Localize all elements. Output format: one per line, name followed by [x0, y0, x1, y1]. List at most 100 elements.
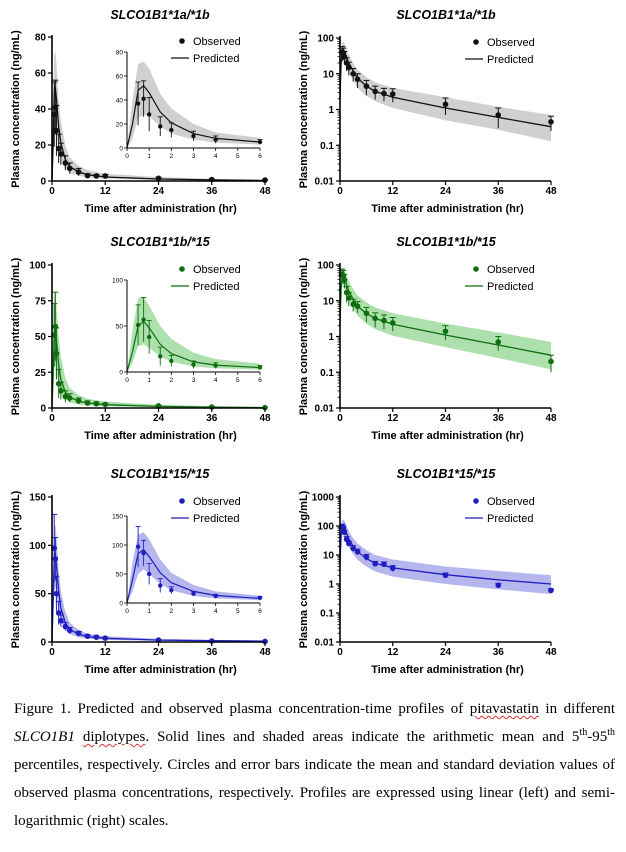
y-tick-label: 100	[29, 541, 46, 552]
observed-point	[495, 339, 502, 345]
observed-point	[548, 119, 554, 125]
figure-caption: Figure 1. Predicted and observed plasma …	[14, 695, 615, 835]
prediction-band	[340, 519, 551, 595]
observed-point	[75, 169, 82, 175]
x-tick-label: 12	[387, 413, 399, 424]
observed-point	[52, 323, 59, 330]
chart-title: SLCO1B1*1b/*15	[110, 235, 210, 249]
caption-text: -95	[587, 729, 608, 745]
y-tick-label: 10	[323, 69, 335, 80]
inset-x-tick-label: 3	[192, 153, 196, 160]
x-tick-label: 12	[100, 413, 112, 424]
y-tick-label: 0.01	[315, 638, 335, 649]
observed-point	[345, 540, 352, 547]
y-tick-label: 0	[40, 638, 46, 649]
inset-y-tick-label: 0	[119, 145, 123, 152]
observed-point	[155, 175, 162, 182]
x-tick-label: 36	[206, 413, 218, 424]
chart-title: SLCO1B1*1a/*1b	[110, 8, 210, 22]
inset-y-tick-label: 20	[116, 121, 124, 128]
inset-x-tick-label: 6	[258, 608, 262, 615]
inset-x-tick-label: 4	[214, 377, 218, 384]
inset-observed-point	[146, 334, 152, 340]
inset-x-tick-label: 3	[192, 608, 196, 615]
y-tick-label: 100	[317, 522, 334, 533]
legend-observed-marker	[473, 39, 479, 45]
observed-point	[52, 556, 59, 562]
inset-observed-point	[257, 139, 263, 145]
chart-panel: 0 12 24 36 48 0.01 0.1 1 10 100 1000 SLCO1B1*15/*15…	[298, 467, 557, 676]
observed-point	[363, 554, 370, 560]
observed-point	[66, 165, 73, 172]
inset-x-tick-label: 6	[258, 377, 262, 384]
observed-point	[495, 582, 502, 589]
observed-point	[350, 70, 356, 77]
legend-observed-label: Observed	[193, 264, 241, 276]
inset-x-tick-label: 4	[214, 153, 218, 160]
observed-point	[354, 76, 361, 83]
inset-x-tick-label: 3	[192, 377, 196, 384]
observed-point	[75, 630, 82, 637]
y-tick-label: 100	[317, 34, 334, 45]
inset-chart: 0 1 2 3 4 5 6 0 50 100	[112, 277, 263, 384]
legend-predicted-label: Predicted	[193, 513, 239, 525]
caption-superscript: th	[579, 727, 588, 738]
y-tick-label: 0.1	[320, 609, 334, 620]
y-tick-label: 100	[317, 261, 334, 272]
x-tick-label: 48	[545, 647, 557, 658]
inset-observed-point	[213, 137, 218, 142]
caption-gene-name: SLCO1B1	[14, 729, 75, 745]
x-axis-label: Time after administration (hr)	[371, 203, 524, 215]
inset-observed-point	[146, 571, 152, 577]
inset-y-tick-label: 0	[119, 369, 123, 376]
inset-observed-point	[158, 124, 163, 129]
observed-point	[548, 587, 554, 594]
y-tick-label: 1	[328, 105, 334, 116]
caption-drug-name: pitavastatin	[469, 701, 539, 717]
observed-point	[345, 295, 352, 301]
y-tick-label: 50	[35, 589, 47, 600]
caption-text: . Solid lines and shaded areas indicate …	[145, 729, 580, 745]
inset-y-tick-label: 100	[112, 277, 123, 284]
legend-predicted-label: Predicted	[487, 513, 533, 525]
x-tick-label: 24	[440, 186, 452, 197]
inset-x-tick-label: 0	[125, 608, 129, 615]
legend-observed-label: Observed	[487, 37, 535, 49]
inset-observed-point	[158, 354, 163, 359]
y-tick-label: 1000	[312, 493, 335, 504]
x-tick-label: 24	[440, 413, 452, 424]
observed-point	[389, 565, 396, 572]
inset-observed-point	[135, 544, 141, 549]
observed-point	[442, 572, 449, 579]
observed-point	[363, 310, 370, 316]
caption-text: in different	[538, 701, 615, 717]
y-axis-label: Plasma concentration (ng/mL)	[298, 257, 310, 415]
y-tick-label: 10	[323, 296, 335, 307]
observed-point	[75, 398, 82, 404]
x-tick-label: 24	[153, 647, 165, 658]
x-tick-label: 0	[49, 186, 55, 197]
y-tick-label: 1	[328, 580, 334, 591]
observed-point	[62, 623, 69, 630]
inset-observed-point	[169, 127, 174, 133]
observed-point	[66, 627, 73, 634]
legend-observed-label: Observed	[193, 36, 241, 48]
observed-point	[350, 301, 356, 308]
y-tick-label: 1	[328, 332, 334, 343]
inset-x-tick-label: 1	[147, 153, 151, 160]
x-tick-label: 0	[337, 413, 343, 424]
y-tick-label: 60	[35, 69, 47, 80]
inset-x-tick-label: 1	[147, 377, 151, 384]
caption-superscript: th	[607, 727, 615, 738]
inset-observed-point	[191, 133, 196, 139]
inset-y-tick-label: 50	[116, 571, 124, 578]
inset-predicted-line	[126, 548, 261, 604]
observed-point	[66, 395, 73, 401]
x-tick-label: 24	[440, 647, 452, 658]
inset-observed-point	[257, 365, 263, 370]
inset-x-tick-label: 0	[125, 377, 129, 384]
x-tick-label: 36	[206, 186, 218, 197]
inset-x-tick-label: 2	[170, 377, 174, 384]
